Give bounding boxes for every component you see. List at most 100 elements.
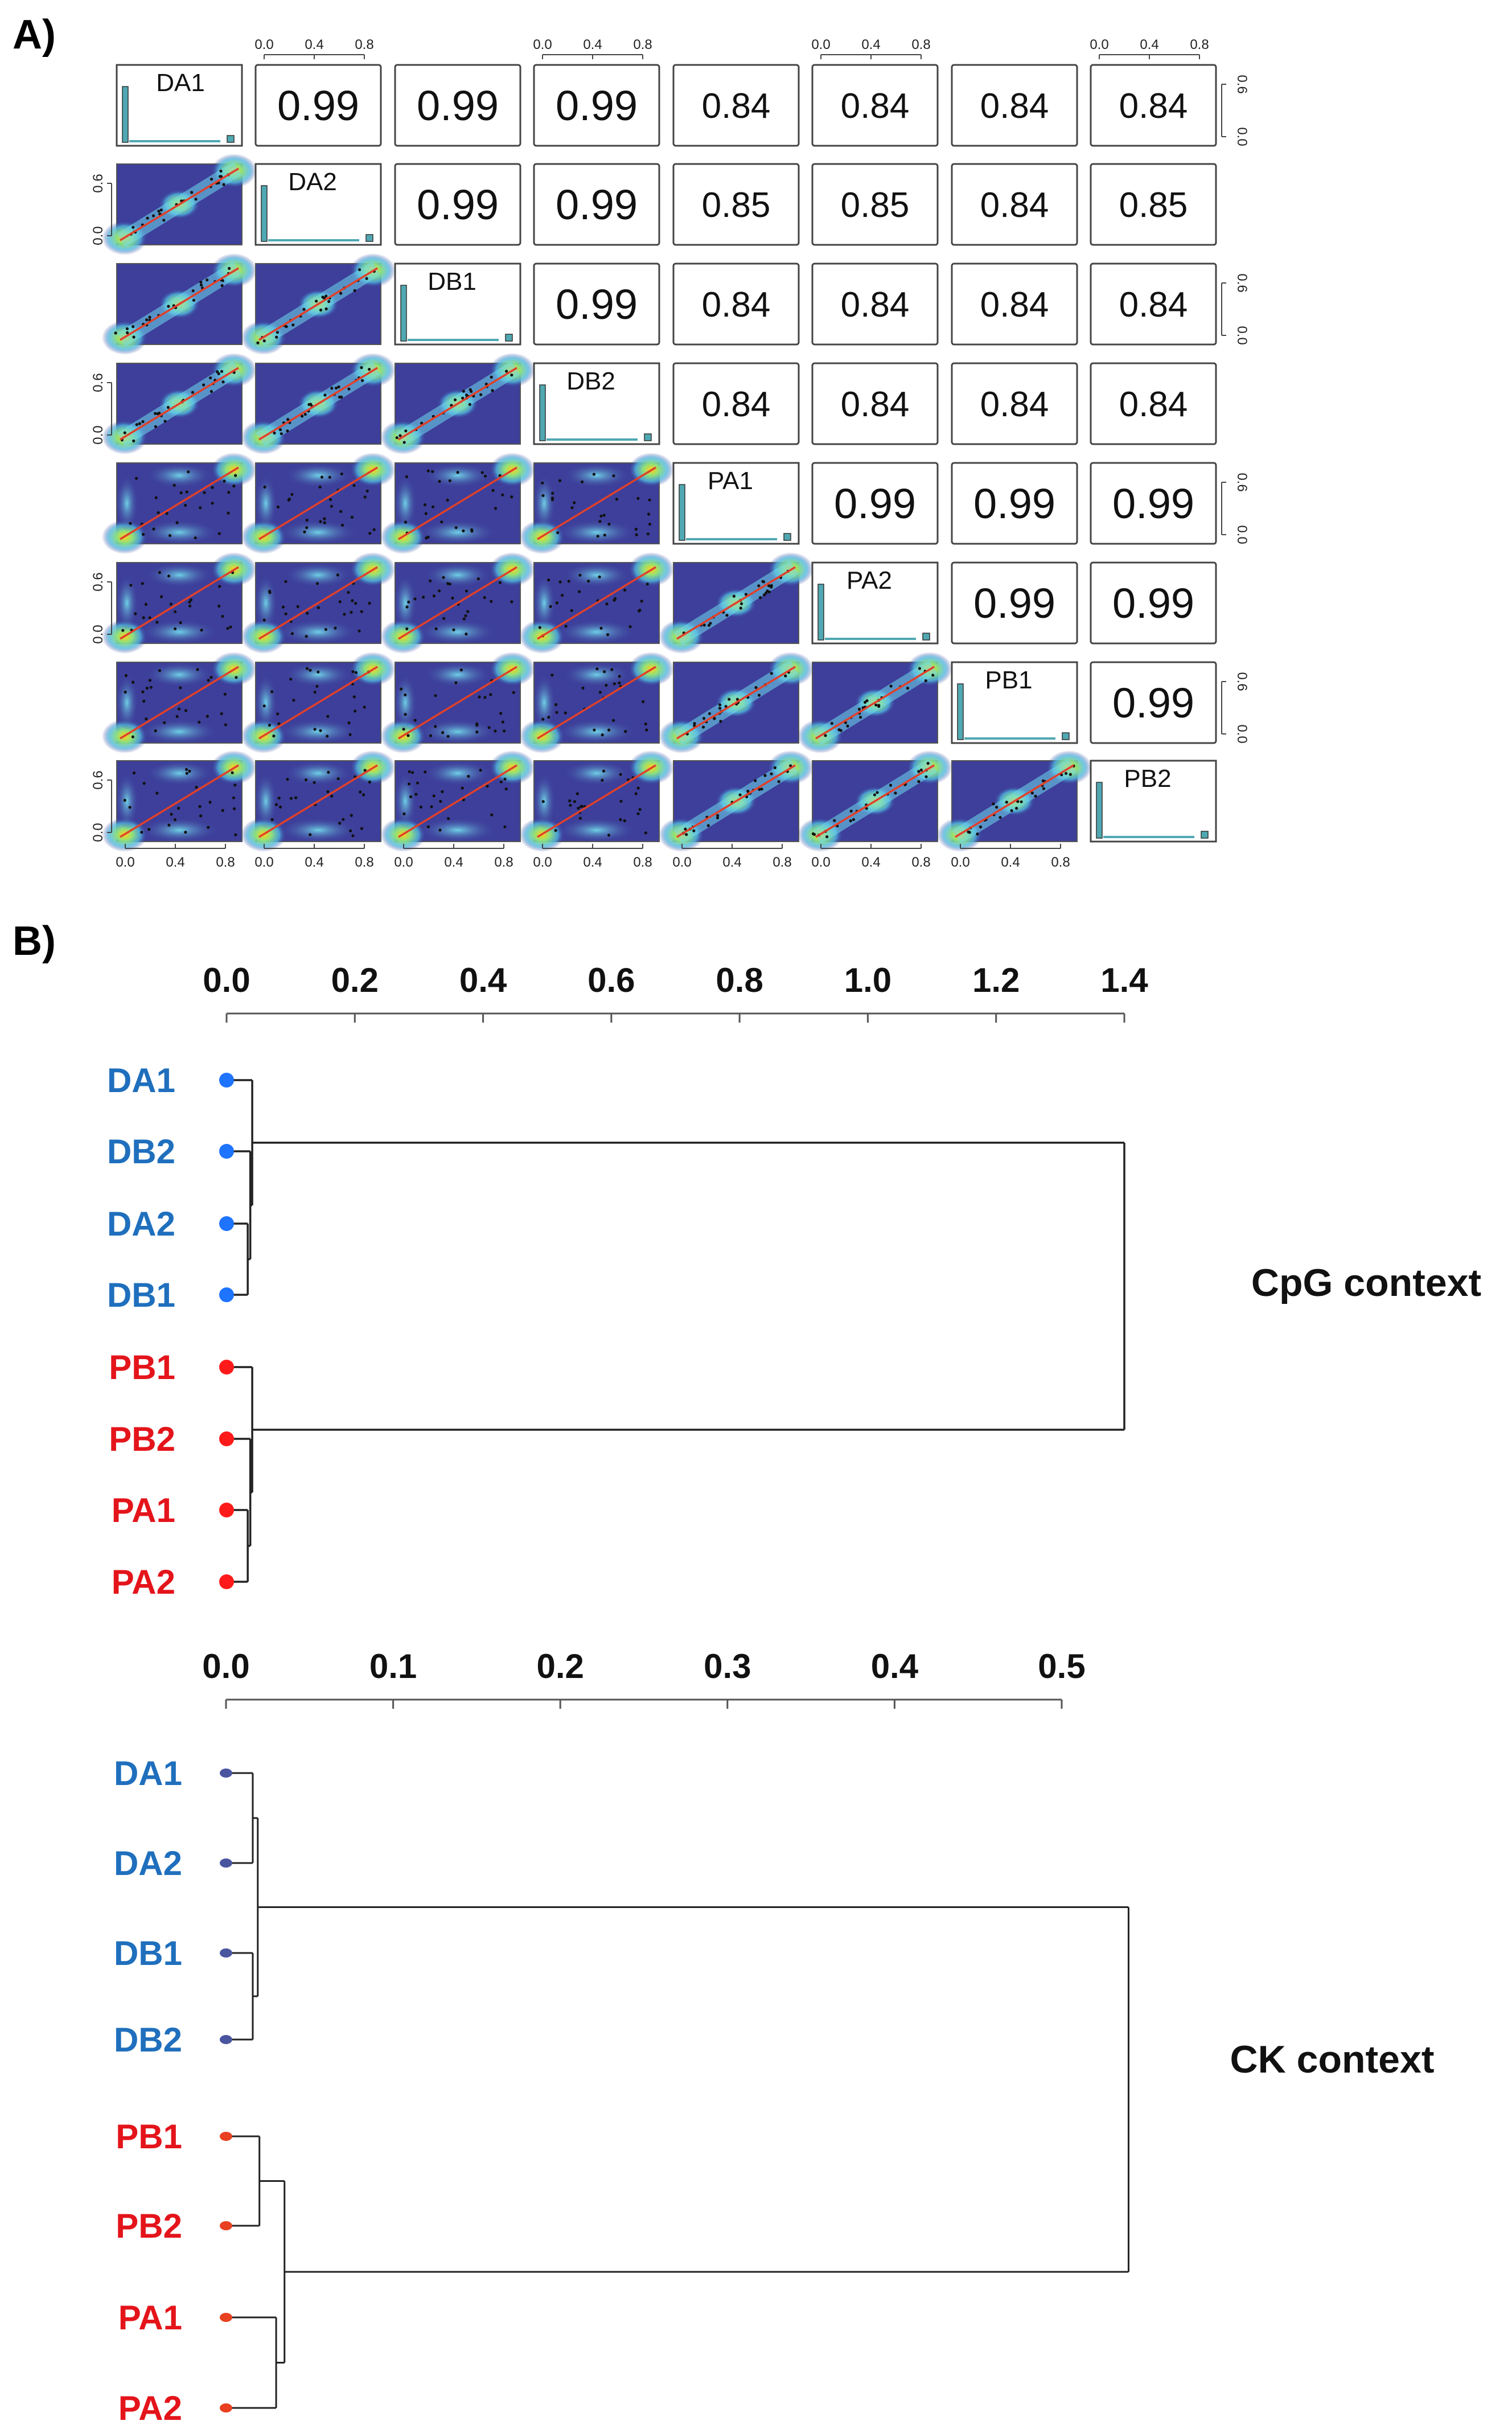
density-blob-bottom: [557, 818, 636, 843]
bottom-axis-tick-label: 0.8: [633, 855, 652, 870]
corr-value-PB1-PB2: 0.99: [1112, 679, 1194, 727]
top-axis-tick-label: 0.0: [533, 37, 552, 52]
corr-cell-PA1-PA2: [811, 462, 939, 545]
density-cell-PB1-DA2: [241, 652, 396, 753]
density-point: [168, 534, 172, 538]
density-point: [142, 699, 146, 703]
hist-cell-DA1: [116, 64, 243, 147]
density-point: [451, 596, 454, 600]
density-point: [423, 503, 427, 507]
density-point: [503, 825, 507, 828]
density-point: [684, 827, 687, 831]
density-point: [624, 730, 627, 733]
density-point: [229, 625, 232, 629]
density-point: [167, 575, 171, 578]
density-blob-top: [284, 662, 352, 687]
fit-line: [398, 764, 517, 838]
fit-line: [258, 666, 378, 740]
density-point: [578, 816, 582, 820]
density-point: [330, 794, 334, 798]
corr-value-DB1-PA2: 0.84: [841, 285, 910, 325]
leaf-label-PA2: PA2: [118, 2389, 182, 2427]
density-point: [413, 597, 417, 601]
density-point: [233, 783, 237, 787]
density-point: [434, 694, 437, 697]
density-blob-bottom: [139, 719, 219, 744]
density-point: [323, 393, 327, 397]
density-point: [218, 585, 221, 588]
density-point: [132, 325, 135, 329]
density-point: [555, 601, 559, 605]
density-point: [603, 534, 606, 537]
corr-value-DA1-PA1: 0.84: [702, 87, 771, 126]
density-point: [448, 479, 451, 482]
density-point: [319, 729, 322, 732]
density-point: [931, 674, 935, 677]
density-point: [351, 834, 355, 838]
fit-line: [120, 367, 239, 441]
density-point: [296, 605, 299, 608]
density-point: [226, 627, 229, 630]
density-point: [762, 593, 766, 597]
correlation-matrix: DA1 0.99 0.99 0.99 0.84 0.84 0.84 0.84 DA2 0.99 0.…: [91, 37, 1250, 870]
density-point: [849, 819, 852, 823]
density-point: [549, 605, 552, 608]
density-point: [324, 294, 328, 298]
density-point: [740, 602, 743, 605]
density-point: [142, 532, 145, 536]
density-point: [174, 627, 177, 630]
density-point: [706, 824, 710, 827]
density-blob-top: [284, 563, 352, 588]
fit-line: [676, 566, 796, 640]
density-point: [173, 818, 177, 822]
corr-cell-PA2-PB2: [1090, 561, 1217, 645]
hist-label-PB2: PB2: [1124, 765, 1171, 793]
density-point: [573, 501, 576, 504]
density-point: [359, 790, 362, 794]
density-point: [602, 769, 606, 773]
density-point: [223, 479, 226, 483]
density-point: [408, 770, 411, 773]
density-point: [599, 626, 603, 630]
density-point: [361, 379, 364, 383]
hist-bar-low: [964, 737, 1055, 740]
density-point: [442, 576, 445, 579]
density-point: [279, 805, 282, 809]
density-point: [200, 629, 203, 632]
density-point: [873, 793, 876, 797]
density-point: [125, 327, 129, 330]
density-cell-PA1-DA2: [241, 453, 396, 554]
density-point: [326, 715, 330, 718]
density-point: [757, 694, 761, 697]
density-point: [438, 828, 442, 832]
density-point: [289, 678, 293, 681]
density-point: [619, 773, 622, 776]
corr-cell-PA2-PB1: [951, 561, 1078, 645]
density-point: [228, 266, 231, 270]
density-point: [326, 790, 330, 793]
density-point: [744, 593, 747, 596]
density-point: [692, 829, 696, 832]
density-point: [198, 720, 201, 724]
density-point: [461, 396, 465, 400]
corr-value-DB1-PA1: 0.84: [702, 285, 771, 325]
density-point: [126, 331, 129, 335]
density-point: [770, 585, 773, 589]
density-point: [177, 806, 180, 810]
density-point: [338, 822, 342, 825]
density-point: [483, 696, 487, 699]
density-point: [825, 835, 829, 839]
side-axis-tick-label: 0.6: [91, 373, 106, 392]
density-point: [132, 439, 135, 443]
density-point: [579, 805, 583, 809]
density-point: [340, 472, 343, 475]
density-point: [685, 833, 688, 836]
hist-bar-main: [679, 484, 685, 541]
density-blob-top: [145, 463, 213, 488]
density-point: [510, 600, 513, 604]
density-point: [166, 405, 170, 409]
density-point: [479, 769, 482, 772]
density-point: [404, 429, 408, 433]
density-point: [718, 707, 722, 710]
fit-line: [537, 566, 656, 640]
